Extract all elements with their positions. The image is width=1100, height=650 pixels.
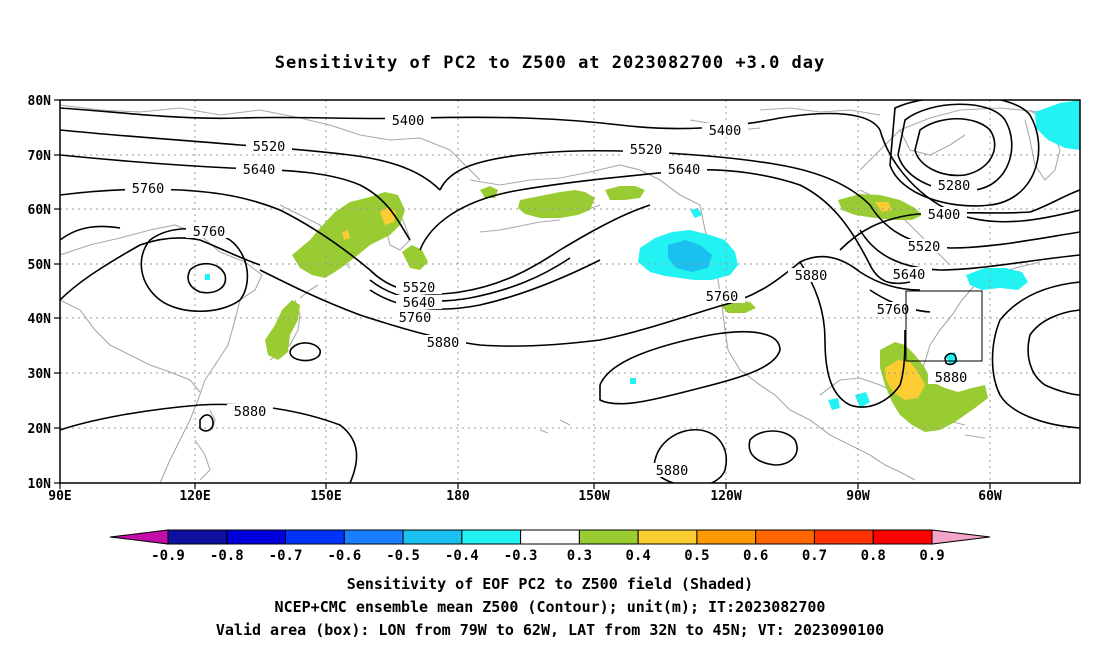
colorbar-tick-label: -0.9 — [151, 548, 185, 564]
colorbar-swatch — [696, 529, 757, 545]
colorbar-swatch — [755, 529, 815, 545]
colorbar-end-max — [931, 529, 991, 545]
contour-label: 5880 — [656, 463, 689, 479]
colorbar-tick-label: -0.4 — [445, 548, 479, 564]
colorbar-swatch — [167, 529, 228, 545]
lat-label: 80N — [28, 94, 52, 109]
lat-axis-labels: 80N 70N 60N 50N 40N 30N 20N 10N — [28, 94, 52, 492]
colorbar-swatch — [578, 529, 639, 545]
lat-label: 40N — [28, 312, 52, 327]
colorbar-swatch — [520, 529, 580, 545]
contour-label: 5640 — [893, 267, 926, 283]
lat-label: 60N — [28, 203, 52, 218]
contour-label: 5880 — [935, 370, 968, 386]
colorbar-swatch — [637, 529, 698, 545]
colorbar-tick-label: -0.8 — [210, 548, 244, 564]
colorbar-swatch — [226, 529, 287, 545]
colorbar-end-min — [109, 529, 169, 545]
colorbar-tick-label: -0.6 — [327, 548, 361, 564]
colorbar-tick-label: 0.5 — [684, 548, 709, 564]
lat-label: 10N — [28, 477, 52, 492]
contour-labels: 5400 5400 5520 5520 5640 5640 5760 5760 … — [125, 113, 977, 479]
contour-label: 5760 — [193, 224, 226, 240]
colorbar-swatch — [813, 529, 874, 545]
lat-label: 70N — [28, 149, 52, 164]
colorbar-swatch — [343, 529, 404, 545]
colorbar-tick-label: -0.3 — [504, 548, 538, 564]
plot-area: 5400 5400 5520 5520 5640 5640 5760 5760 … — [60, 100, 1080, 483]
contour-label: 5640 — [668, 162, 701, 178]
contour-label: 5520 — [253, 139, 286, 155]
lon-label: 90E — [48, 489, 71, 504]
lon-label: 60W — [978, 489, 1002, 504]
contour-label: 5640 — [243, 162, 276, 178]
valid-area-box — [905, 290, 983, 362]
lon-label: 90W — [846, 489, 870, 504]
caption-line-3: Valid area (box): LON from 79W to 62W, L… — [216, 621, 884, 639]
figure-title: Sensitivity of PC2 to Z500 at 2023082700… — [275, 53, 826, 73]
colorbar-swatch — [461, 529, 522, 545]
captions: Sensitivity of EOF PC2 to Z500 field (Sh… — [216, 575, 884, 639]
colorbar-tick-label: 0.6 — [743, 548, 768, 564]
contour-label: 5880 — [234, 404, 267, 420]
plot-border — [59, 99, 1081, 484]
caption-line-1: Sensitivity of EOF PC2 to Z500 field (Sh… — [347, 575, 753, 593]
contour-label: 5760 — [132, 181, 165, 197]
lat-label: 20N — [28, 422, 52, 437]
contour-label: 5760 — [706, 289, 739, 305]
lon-label: 150E — [310, 489, 341, 504]
colorbar-tick-label: 0.7 — [802, 548, 827, 564]
lat-label: 30N — [28, 367, 52, 382]
contour-label: 5880 — [427, 335, 460, 351]
contour-label: 5760 — [399, 310, 432, 326]
axis-ticks — [54, 99, 991, 489]
contour-label: 5520 — [908, 239, 941, 255]
lon-label: 150W — [578, 489, 609, 504]
lon-label: 180 — [446, 489, 470, 504]
contour-label: 5280 — [938, 178, 971, 194]
lat-label: 50N — [28, 258, 52, 273]
contour-label: 5400 — [928, 207, 961, 223]
sensitivity-shading — [205, 100, 1080, 432]
colorbar-tick-label: -0.5 — [386, 548, 420, 564]
contour-label: 5400 — [392, 113, 425, 129]
lon-axis-labels: 90E 120E 150E 180 150W 120W 90W 60W — [48, 489, 1002, 504]
lat-lon-grid — [60, 100, 1080, 483]
contour-label: 5640 — [403, 295, 436, 311]
colorbar-swatch — [872, 529, 933, 545]
colorbar-tick-label: 0.9 — [919, 548, 944, 564]
colorbar: -0.9 -0.8 -0.7 -0.6 -0.5 -0.4 -0.3 0.3 0.4 0.5 0.6… — [109, 529, 991, 564]
colorbar-tick-label: -0.7 — [269, 548, 303, 564]
colorbar-swatch — [285, 529, 345, 545]
caption-line-2: NCEP+CMC ensemble mean Z500 (Contour); u… — [275, 598, 826, 616]
colorbar-tick-label: 0.8 — [861, 548, 886, 564]
colorbar-tick-label: 0.4 — [626, 548, 651, 564]
contour-label: 5520 — [403, 280, 436, 296]
lon-label: 120E — [179, 489, 210, 504]
contour-label: 5400 — [709, 123, 742, 139]
lon-label: 120W — [710, 489, 741, 504]
contour-label: 5760 — [877, 302, 910, 318]
colorbar-swatch — [402, 529, 463, 545]
contour-label: 5880 — [795, 268, 828, 284]
colorbar-tick-label: 0.3 — [567, 548, 592, 564]
contour-label: 5520 — [630, 142, 663, 158]
